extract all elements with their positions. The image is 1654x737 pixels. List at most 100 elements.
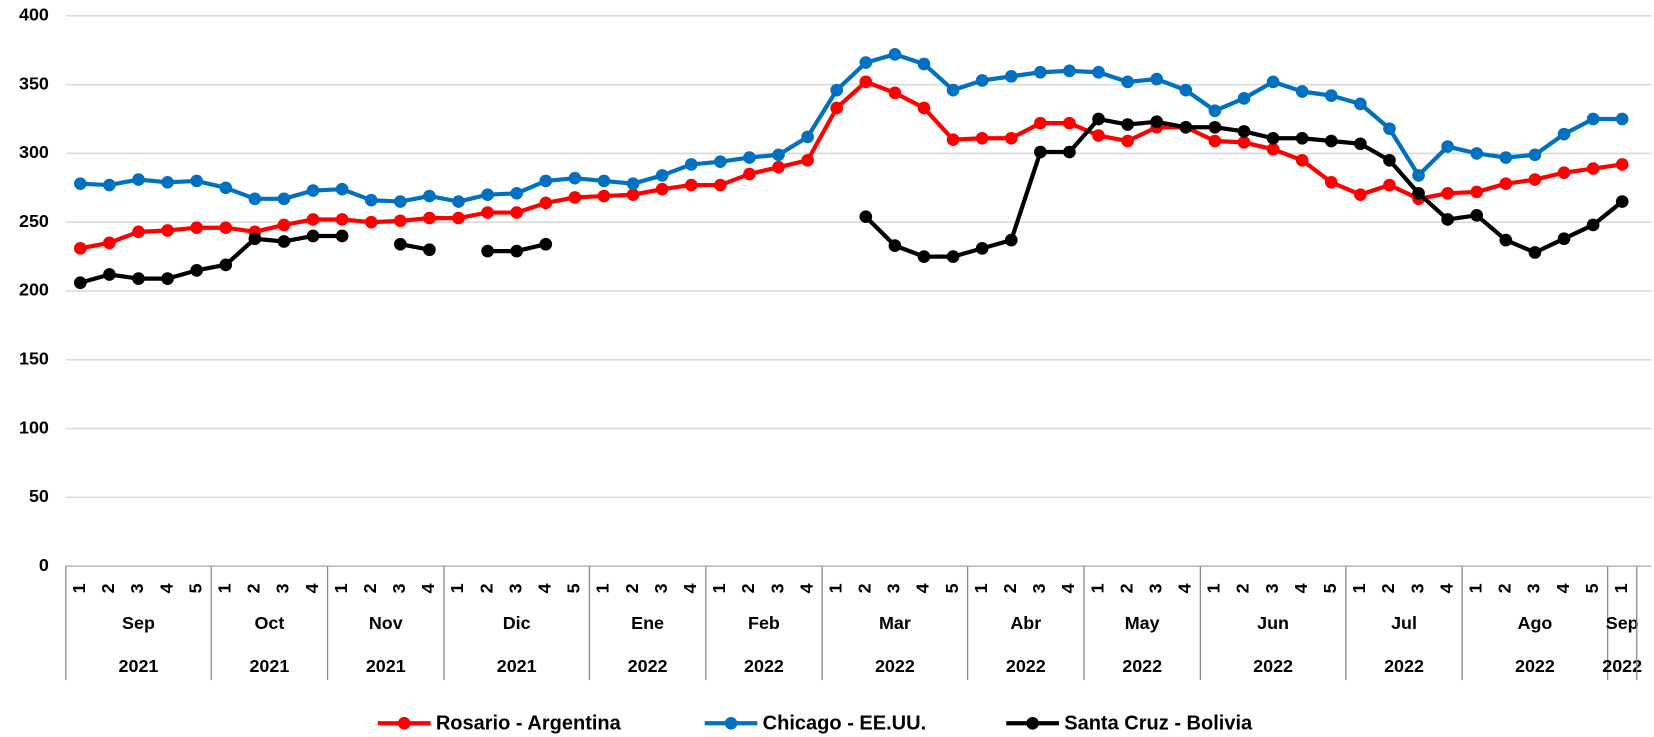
data-point bbox=[452, 211, 465, 225]
data-point bbox=[626, 188, 640, 202]
x-tick-label: 4 bbox=[1175, 583, 1195, 593]
x-tick-label: 3 bbox=[1407, 583, 1427, 593]
x-tick-label: 4 bbox=[796, 583, 816, 593]
month-label: Oct bbox=[254, 613, 284, 633]
year-label: 2022 bbox=[875, 656, 915, 676]
data-point bbox=[830, 83, 844, 97]
y-tick-label: 50 bbox=[29, 486, 49, 506]
data-point bbox=[510, 244, 524, 258]
data-point bbox=[1063, 64, 1076, 78]
data-point bbox=[1470, 185, 1484, 199]
x-tick-label: 5 bbox=[942, 583, 962, 593]
year-label: 2022 bbox=[1006, 656, 1046, 676]
data-point bbox=[1499, 151, 1513, 164]
data-point bbox=[1324, 134, 1338, 148]
data-point bbox=[714, 178, 727, 192]
data-point bbox=[1412, 169, 1425, 182]
data-point bbox=[1179, 83, 1193, 97]
data-point bbox=[423, 211, 436, 225]
month-label: Sep bbox=[122, 613, 155, 633]
data-point bbox=[481, 244, 494, 258]
x-tick-label: 1 bbox=[1204, 583, 1224, 593]
data-point bbox=[1208, 104, 1222, 118]
data-point bbox=[1092, 65, 1105, 79]
data-point bbox=[1383, 178, 1396, 192]
y-tick-label: 400 bbox=[19, 5, 49, 25]
data-point bbox=[539, 196, 553, 210]
data-point bbox=[1266, 75, 1280, 89]
x-tick-label: 3 bbox=[651, 583, 671, 593]
year-label: 2021 bbox=[497, 656, 537, 676]
year-label: 2022 bbox=[1602, 656, 1642, 676]
data-point bbox=[1354, 97, 1367, 111]
x-tick-label: 4 bbox=[1553, 583, 1573, 593]
data-point bbox=[772, 148, 785, 162]
data-point bbox=[1354, 137, 1367, 151]
x-tick-label: 1 bbox=[593, 583, 613, 593]
data-point bbox=[306, 213, 320, 226]
data-point bbox=[684, 178, 698, 192]
data-point bbox=[1092, 112, 1105, 126]
data-point bbox=[132, 272, 145, 285]
data-point bbox=[655, 169, 669, 182]
data-point bbox=[1208, 134, 1222, 148]
data-point bbox=[132, 225, 145, 239]
data-point bbox=[539, 237, 553, 251]
data-point bbox=[975, 131, 989, 145]
data-point bbox=[1354, 188, 1367, 202]
data-point bbox=[597, 189, 611, 203]
series-line bbox=[79, 233, 343, 285]
data-point bbox=[743, 167, 756, 181]
year-label: 2021 bbox=[119, 656, 159, 676]
x-tick-label: 1 bbox=[331, 583, 351, 593]
x-tick-label: 2 bbox=[1116, 583, 1136, 593]
data-point bbox=[1528, 148, 1542, 162]
data-point bbox=[655, 182, 669, 196]
data-point bbox=[1470, 147, 1484, 160]
data-point bbox=[306, 184, 320, 197]
legend-label: Rosario - Argentina bbox=[436, 713, 622, 735]
y-tick-label: 100 bbox=[19, 417, 49, 437]
x-tick-label: 5 bbox=[1582, 583, 1602, 593]
month-label: Abr bbox=[1010, 613, 1041, 633]
month-label: Jun bbox=[1257, 613, 1289, 633]
data-point bbox=[1266, 142, 1280, 156]
data-point bbox=[1237, 92, 1251, 105]
x-tick-label: 1 bbox=[1087, 583, 1107, 593]
data-point bbox=[917, 250, 931, 263]
data-point bbox=[1092, 129, 1105, 142]
data-point bbox=[335, 213, 349, 226]
month-label: May bbox=[1125, 613, 1160, 633]
data-point bbox=[1383, 122, 1396, 135]
x-tick-label: 4 bbox=[1058, 583, 1078, 593]
legend-label: Santa Cruz - Bolivia bbox=[1064, 713, 1253, 735]
legend-marker bbox=[1026, 716, 1039, 730]
y-tick-label: 150 bbox=[19, 349, 49, 369]
year-label: 2021 bbox=[249, 656, 289, 676]
data-point bbox=[597, 174, 611, 188]
year-label: 2022 bbox=[628, 656, 668, 676]
data-point bbox=[481, 188, 494, 202]
legend-label: Chicago - EE.UU. bbox=[763, 713, 926, 735]
data-point bbox=[1237, 125, 1251, 138]
x-tick-label: 4 bbox=[302, 583, 322, 593]
y-tick-label: 250 bbox=[19, 211, 49, 231]
data-point bbox=[859, 56, 873, 69]
data-point bbox=[1499, 233, 1513, 247]
x-tick-label: 3 bbox=[1029, 583, 1049, 593]
x-tick-label: 1 bbox=[1349, 583, 1369, 593]
data-point bbox=[1441, 186, 1454, 200]
data-point bbox=[946, 133, 960, 146]
x-tick-label: 4 bbox=[680, 583, 700, 593]
x-tick-label: 4 bbox=[156, 583, 176, 593]
year-label: 2022 bbox=[1384, 656, 1424, 676]
data-point bbox=[277, 192, 291, 206]
data-point bbox=[1121, 134, 1134, 148]
year-label: 2021 bbox=[366, 656, 406, 676]
data-point bbox=[743, 151, 756, 164]
data-point bbox=[161, 224, 174, 237]
data-point bbox=[1208, 120, 1222, 134]
x-tick-label: 1 bbox=[825, 583, 845, 593]
